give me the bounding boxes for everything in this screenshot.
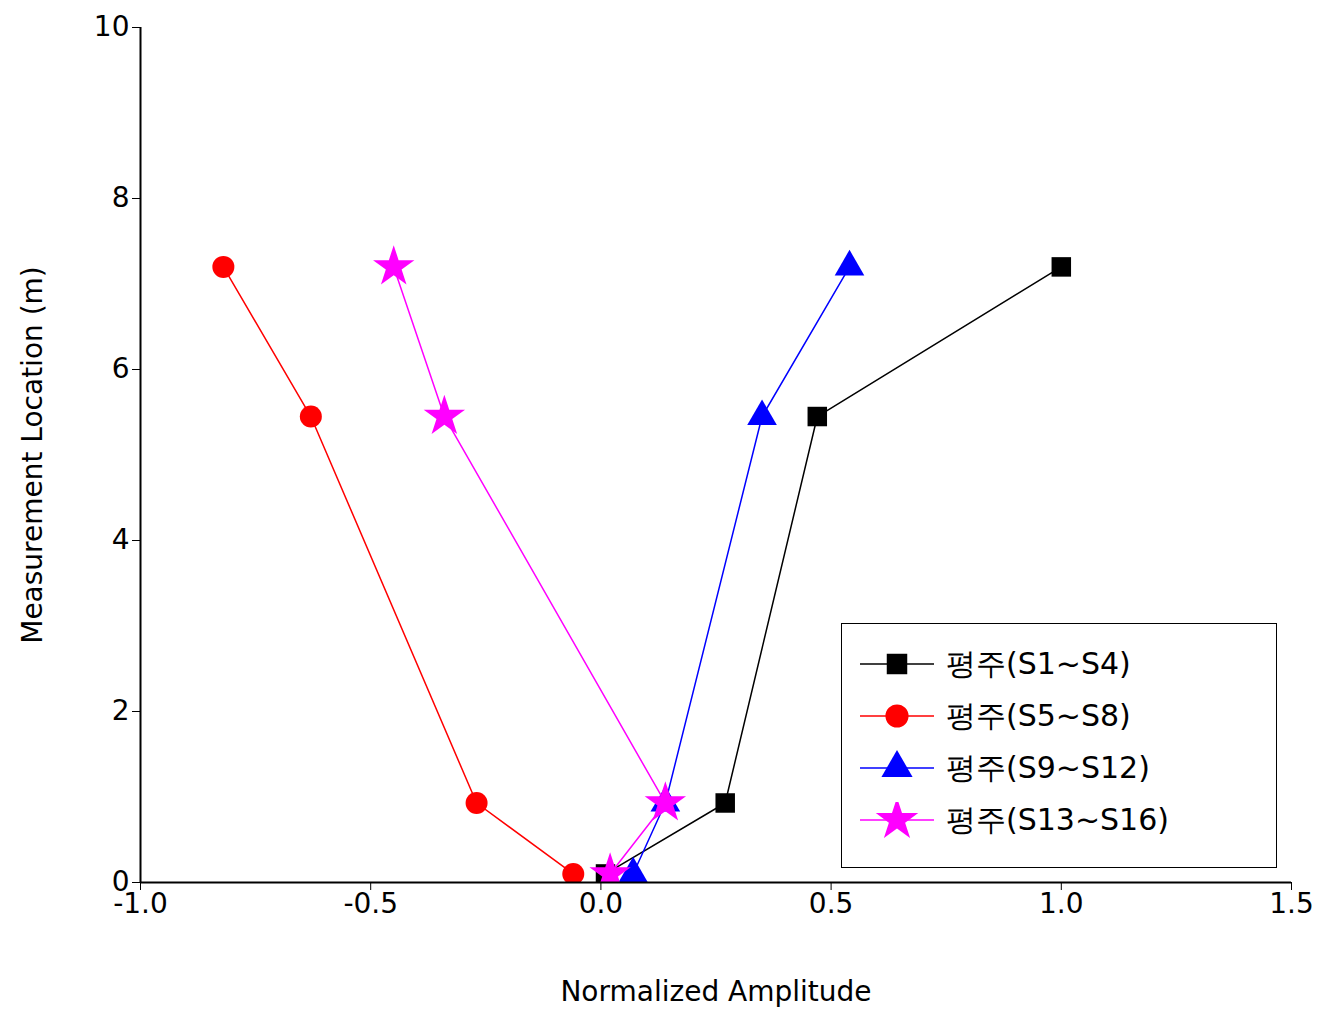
svg-text:8: 8 xyxy=(112,181,130,214)
svg-text:-1.0: -1.0 xyxy=(113,887,168,920)
svg-text:6: 6 xyxy=(112,352,130,385)
svg-text:10: 10 xyxy=(94,10,130,43)
svg-text:2: 2 xyxy=(112,694,130,727)
svg-text:4: 4 xyxy=(112,523,130,556)
svg-text:Normalized Amplitude: Normalized Amplitude xyxy=(560,975,871,1008)
svg-text:0.5: 0.5 xyxy=(809,887,854,920)
html-text:평주(S13~S16): 평주(S13~S16) xyxy=(946,801,1169,837)
svg-text:Measurement Location (m): Measurement Location (m) xyxy=(16,266,49,644)
svg-text:1.5: 1.5 xyxy=(1269,887,1314,920)
html-text:평주(S1~S4): 평주(S1~S4) xyxy=(946,645,1131,681)
html-text:평주(S9~S12): 평주(S9~S12) xyxy=(946,749,1150,785)
svg-text:-0.5: -0.5 xyxy=(343,887,398,920)
html-text:평주(S5~S8): 평주(S5~S8) xyxy=(946,697,1131,733)
svg-text:0: 0 xyxy=(111,865,130,899)
svg-text:0.0: 0.0 xyxy=(579,887,624,920)
svg-text:1.0: 1.0 xyxy=(1039,887,1084,920)
